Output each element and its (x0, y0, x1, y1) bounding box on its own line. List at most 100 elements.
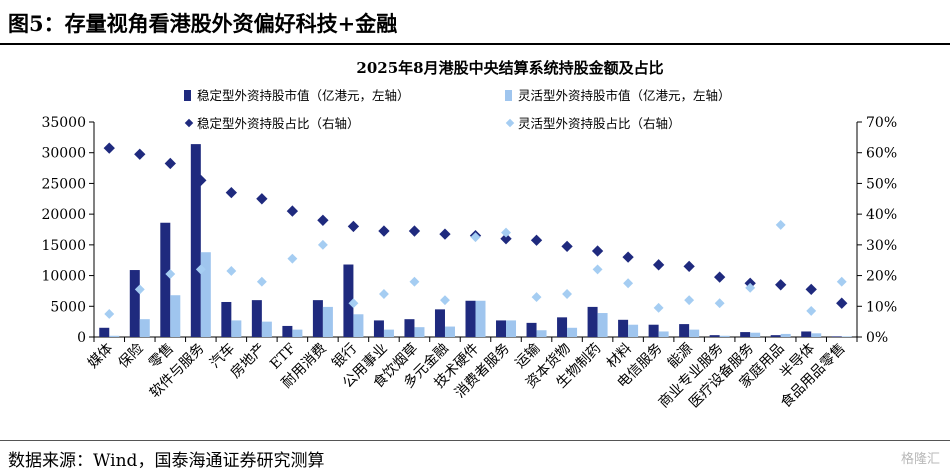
y-tick-label-right: 20% (866, 269, 897, 285)
legend-label-flex-bar: 灵活型外资持股市值（亿港元，左轴） (518, 88, 731, 103)
y-tick-label-left: 15000 (41, 238, 86, 254)
bar-stable (160, 222, 171, 337)
bar-stable (434, 309, 445, 337)
legend-swatch-flex-bar (505, 90, 512, 101)
bar-stable (404, 319, 415, 337)
marker-flex-ratio (745, 282, 756, 293)
marker-stable-ratio (225, 186, 237, 199)
y-tick-label-left: 5000 (50, 299, 86, 315)
marker-flex-ratio (836, 276, 847, 287)
bar-stable (740, 332, 751, 337)
marker-flex-ratio (440, 295, 450, 306)
bar-stable (831, 336, 842, 337)
marker-flex-ratio (348, 298, 359, 309)
y-tick-label-right: 70% (866, 115, 897, 131)
marker-flex-ratio (653, 302, 664, 313)
marker-flex-ratio (226, 266, 237, 276)
marker-flex-ratio (470, 232, 481, 243)
bar-stable (373, 320, 384, 337)
marker-stable-ratio (195, 174, 207, 187)
bar-stable (465, 300, 476, 337)
bar-flex (841, 336, 852, 337)
marker-stable-ratio (164, 157, 176, 170)
bar-stable (343, 264, 354, 337)
marker-stable-ratio (561, 240, 573, 253)
bar-flex (475, 300, 486, 337)
bar-flex (353, 314, 364, 337)
marker-stable-ratio (439, 228, 451, 240)
marker-stable-ratio (622, 251, 634, 263)
bar-flex (170, 295, 181, 337)
marker-flex-ratio (592, 264, 603, 275)
marker-stable-ratio (530, 234, 543, 246)
bar-stable (312, 300, 323, 337)
marker-flex-ratio (623, 278, 634, 289)
bar-flex (750, 332, 761, 337)
marker-flex-ratio (195, 264, 206, 275)
bar-flex (567, 327, 578, 337)
marker-stable-ratio (591, 245, 604, 257)
marker-stable-ratio (317, 214, 329, 226)
x-tick-label: 保险 (115, 341, 146, 372)
title-rule (0, 43, 950, 45)
bar-flex (139, 319, 150, 337)
marker-stable-ratio (286, 205, 299, 217)
bar-flex (506, 320, 517, 337)
marker-flex-ratio (165, 269, 176, 279)
bar-flex (261, 321, 272, 337)
marker-flex-ratio (409, 276, 420, 287)
markers (103, 142, 848, 319)
bar-flex (689, 329, 700, 337)
bar-flex (719, 335, 730, 337)
legend: 稳定型外资持股市值（亿港元，左轴） 灵活型外资持股市值（亿港元，左轴） 稳定型外… (184, 88, 731, 131)
bar-stable (618, 319, 629, 337)
bar-stable (648, 324, 659, 337)
source-note: 数据来源：Wind，国泰海通证券研究测算 (8, 451, 325, 471)
bar-stable (129, 270, 140, 337)
marker-stable-ratio (347, 220, 360, 233)
bar-flex (780, 333, 791, 337)
y-tick-label-left: 25000 (41, 176, 86, 192)
bar-stable (526, 322, 537, 337)
chart: 2025年8月港股中央结算系统持股金额及占比 稳定型外资持股市值（亿港元，左轴）… (41, 59, 897, 411)
legend-label-stable-ratio: 稳定型外资持股占比（右轴） (197, 116, 360, 131)
x-tick-label: 房地产 (228, 341, 269, 382)
bar-flex (658, 331, 669, 337)
bar-stable (221, 301, 232, 337)
marker-stable-ratio (256, 193, 268, 205)
marker-stable-ratio (378, 225, 390, 237)
bar-stable (709, 335, 720, 337)
marker-flex-ratio (378, 289, 389, 299)
bar-stable (496, 320, 507, 337)
marker-stable-ratio (134, 148, 146, 160)
bar-flex (414, 327, 425, 337)
marker-flex-ratio (714, 298, 725, 309)
y-tick-label-right: 30% (866, 238, 897, 254)
y-tick-label-left: 20000 (41, 207, 86, 223)
bar-flex (536, 330, 547, 337)
bar-flex (231, 320, 242, 337)
y-tick-label-right: 40% (866, 207, 897, 223)
legend-marker-flex (505, 118, 515, 128)
bar-flex (383, 329, 394, 337)
marker-stable-ratio (775, 279, 787, 291)
marker-stable-ratio (103, 142, 115, 154)
y-tick-label-right: 10% (866, 299, 897, 315)
x-tick-label: 媒体 (85, 341, 116, 372)
marker-stable-ratio (836, 297, 848, 309)
marker-flex-ratio (104, 309, 115, 319)
marker-stable-ratio (805, 283, 817, 296)
bar-stable (679, 324, 690, 337)
legend-swatch-stable-bar (184, 90, 191, 101)
bar-stable (801, 331, 812, 337)
bar-flex (109, 335, 120, 337)
bar-flex (628, 324, 639, 337)
y-tick-label-left: 10000 (41, 269, 86, 285)
y-tick-label-left: 30000 (41, 146, 86, 162)
marker-flex-ratio (806, 305, 817, 316)
bar-flex (811, 333, 822, 337)
chart-title: 2025年8月港股中央结算系统持股金额及占比 (356, 59, 663, 77)
bar-flex (444, 326, 455, 337)
marker-flex-ratio (531, 292, 542, 303)
